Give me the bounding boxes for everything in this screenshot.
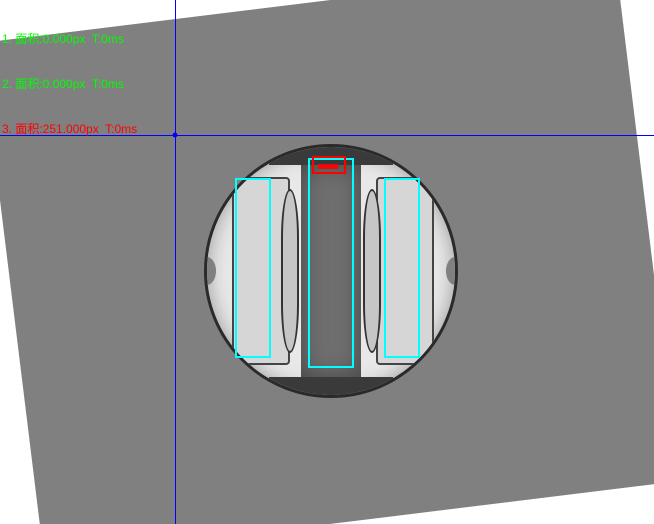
roi-left[interactable]	[235, 178, 271, 358]
measure-line-3: 3. 面积:251.000px T:0ms	[2, 122, 137, 137]
measure-line-1: 1. 面积:0.000px T:0ms	[2, 32, 137, 47]
roi-right[interactable]	[384, 178, 420, 358]
part-bottom-flat	[269, 377, 393, 395]
measurement-overlay: 1. 面积:0.000px T:0ms 2. 面积:0.000px T:0ms …	[2, 2, 137, 167]
crosshair-vertical	[175, 0, 176, 524]
defect-blob	[318, 164, 338, 169]
part-left-notch	[204, 257, 216, 285]
part-right-notch	[446, 257, 458, 285]
part-left-slot	[281, 189, 299, 353]
roi-center[interactable]	[308, 158, 354, 368]
image-viewport[interactable]: 1. 面积:0.000px T:0ms 2. 面积:0.000px T:0ms …	[0, 0, 654, 524]
crosshair-origin-dot	[173, 133, 178, 138]
measure-line-2: 2. 面积:0.000px T:0ms	[2, 77, 137, 92]
part-right-slot	[363, 189, 381, 353]
